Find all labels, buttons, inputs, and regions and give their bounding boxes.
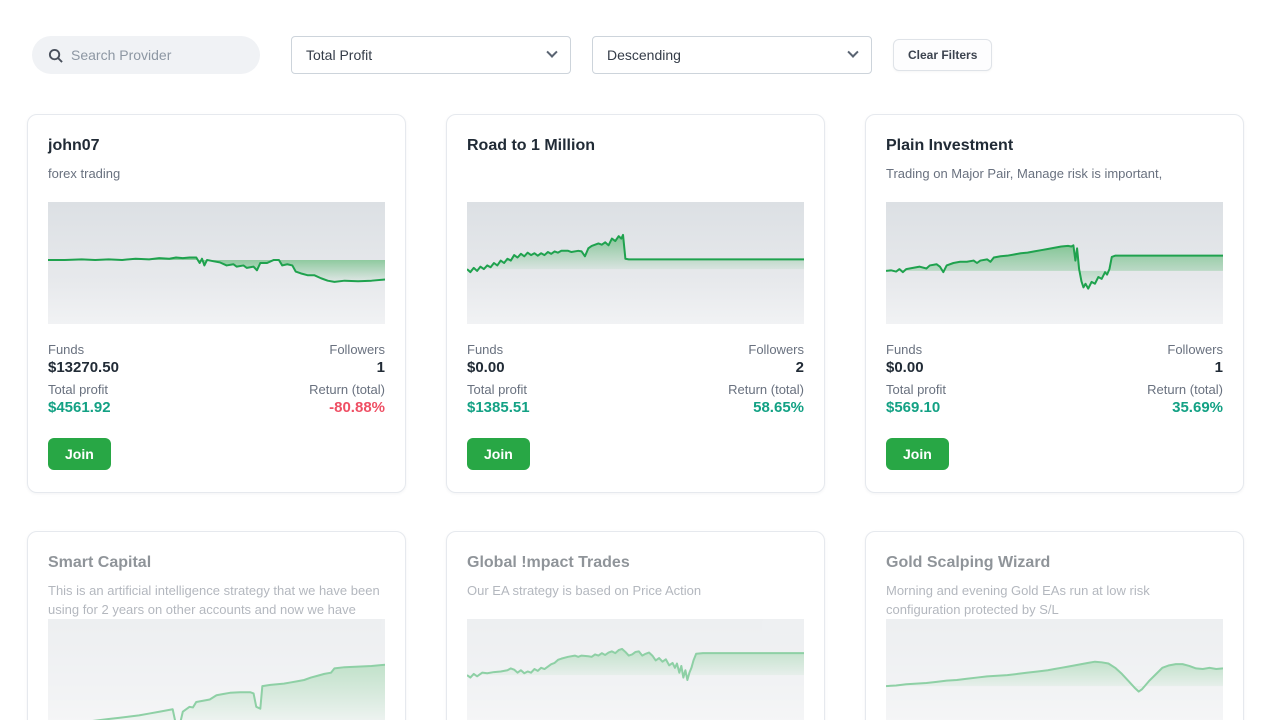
followers-label: Followers: [748, 342, 804, 357]
followers-value: 2: [795, 359, 804, 376]
total-profit-value: $1385.51: [467, 399, 530, 416]
provider-description: Trading on Major Pair, Manage risk is im…: [886, 166, 1163, 181]
provider-name: Plain Investment: [886, 137, 1014, 154]
sort-direction-value: Descending: [607, 47, 681, 63]
search-icon: [48, 48, 63, 63]
funds-value: $0.00: [886, 359, 924, 376]
followers-label: Followers: [329, 342, 385, 357]
provider-card-gold-scalping-wizard: Gold Scalping Wizard Morning and evening…: [865, 531, 1244, 720]
chevron-down-icon: [847, 46, 859, 58]
provider-description: Our EA strategy is based on Price Action: [467, 583, 702, 598]
provider-name: Road to 1 Million: [467, 137, 595, 154]
providers-grid: john07 forex trading Funds $13270.50 Fol…: [0, 74, 1280, 720]
return-total-value: 35.69%: [1172, 399, 1223, 416]
chevron-down-icon: [546, 46, 558, 58]
provider-name: Smart Capital: [48, 554, 152, 571]
provider-name: john07: [48, 137, 100, 154]
sort-direction-select[interactable]: Descending: [592, 36, 872, 74]
equity-sparkline-chart: [48, 619, 385, 720]
total-profit-value: $569.10: [886, 399, 941, 416]
return-total-value: -80.88%: [329, 399, 385, 416]
filters-bar: Total Profit Descending Clear Filters: [0, 0, 1280, 74]
return-total-value: 58.65%: [753, 399, 804, 416]
equity-sparkline-chart: [48, 202, 385, 324]
total-profit-value: $4561.92: [48, 399, 111, 416]
funds-value: $13270.50: [48, 359, 119, 376]
followers-value: 1: [1214, 359, 1223, 376]
provider-description: [467, 164, 804, 202]
equity-sparkline-chart: [886, 619, 1223, 720]
sort-by-select[interactable]: Total Profit: [291, 36, 571, 74]
provider-stats: Funds $0.00 Followers 2 Total profit $13…: [467, 342, 804, 416]
total-profit-label: Total profit: [886, 382, 946, 397]
return-total-label: Return (total): [309, 382, 385, 397]
total-profit-label: Total profit: [467, 382, 527, 397]
provider-name: Gold Scalping Wizard: [886, 554, 1051, 571]
join-button[interactable]: Join: [48, 438, 111, 470]
return-total-label: Return (total): [728, 382, 804, 397]
equity-sparkline-chart: [886, 202, 1223, 324]
provider-stats: Funds $13270.50 Followers 1 Total profit…: [48, 342, 385, 416]
return-total-label: Return (total): [1147, 382, 1223, 397]
provider-card-smart-capital: Smart Capital This is an artificial inte…: [27, 531, 406, 720]
equity-sparkline-chart: [467, 619, 804, 720]
provider-card-road-to-1-million: Road to 1 Million Funds $0.00 Followers …: [446, 114, 825, 493]
funds-label: Funds: [467, 342, 504, 357]
search-input[interactable]: [71, 47, 244, 63]
provider-card-global-impact-trades: Global !mpact Trades Our EA strategy is …: [446, 531, 825, 720]
funds-value: $0.00: [467, 359, 505, 376]
clear-filters-button[interactable]: Clear Filters: [893, 39, 993, 71]
provider-card-john07: john07 forex trading Funds $13270.50 Fol…: [27, 114, 406, 493]
search-provider-field[interactable]: [32, 36, 260, 74]
funds-label: Funds: [886, 342, 923, 357]
followers-label: Followers: [1167, 342, 1223, 357]
provider-description: Morning and evening Gold EAs run at low …: [886, 583, 1150, 617]
provider-card-plain-investment: Plain Investment Trading on Major Pair, …: [865, 114, 1244, 493]
equity-sparkline-chart: [467, 202, 804, 324]
provider-description: forex trading: [48, 166, 121, 181]
provider-description: This is an artificial intelligence strat…: [48, 583, 380, 617]
sort-by-value: Total Profit: [306, 47, 373, 63]
funds-label: Funds: [48, 342, 85, 357]
join-button[interactable]: Join: [886, 438, 949, 470]
followers-value: 1: [376, 359, 385, 376]
provider-stats: Funds $0.00 Followers 1 Total profit $56…: [886, 342, 1223, 416]
provider-name: Global !mpact Trades: [467, 554, 630, 571]
total-profit-label: Total profit: [48, 382, 108, 397]
join-button[interactable]: Join: [467, 438, 530, 470]
